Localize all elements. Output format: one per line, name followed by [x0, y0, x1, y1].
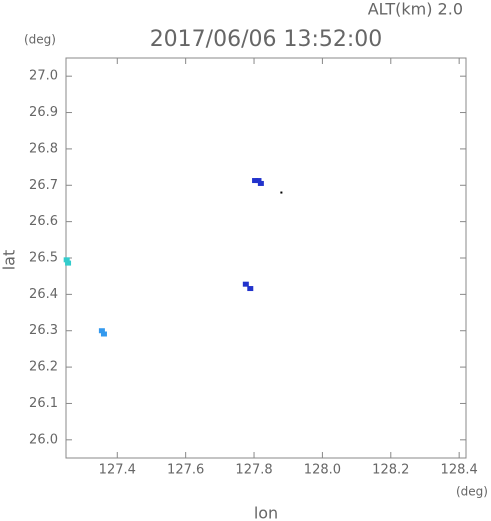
y-tick-label: 26.7: [29, 178, 58, 193]
echo-point: [100, 331, 107, 337]
y-tick-label: 26.0: [29, 432, 58, 447]
y-tick-label: 26.5: [29, 251, 58, 266]
echo-point: [255, 178, 262, 184]
x-unit: (deg): [456, 485, 488, 499]
echo-point: [242, 281, 249, 287]
x-tick-label: 128.2: [372, 463, 409, 478]
echo-point: [98, 328, 105, 334]
echo-point: [257, 180, 264, 186]
echo-point: [280, 191, 283, 194]
altitude: ALT(km) 2.0: [368, 0, 463, 19]
y-tick-label: 27.0: [29, 69, 58, 84]
x-axis-label: lon: [254, 504, 278, 521]
chart-title: 2017/06/06 13:52:00: [150, 27, 383, 52]
x-tick-label: 128.4: [441, 463, 478, 478]
echo-point: [247, 286, 254, 292]
y-tick-label: 26.3: [29, 323, 58, 338]
y-tick-label: 26.8: [29, 141, 58, 156]
y-unit: (deg): [24, 33, 56, 47]
x-tick-label: 127.4: [99, 463, 136, 478]
echo-point: [252, 178, 259, 184]
y-tick-label: 26.2: [29, 360, 58, 375]
y-tick-label: 26.4: [29, 287, 58, 302]
x-tick-label: 128.0: [304, 463, 341, 478]
y-tick-label: 26.1: [29, 396, 58, 411]
y-axis-label: lat: [0, 250, 19, 271]
echo-point: [63, 257, 70, 263]
y-tick-label: 26.9: [29, 105, 58, 120]
echo-point: [65, 260, 72, 266]
x-tick-label: 127.8: [235, 463, 272, 478]
x-tick-label: 127.6: [167, 463, 204, 478]
plot-frame: [65, 57, 467, 459]
y-tick-label: 26.6: [29, 214, 58, 229]
